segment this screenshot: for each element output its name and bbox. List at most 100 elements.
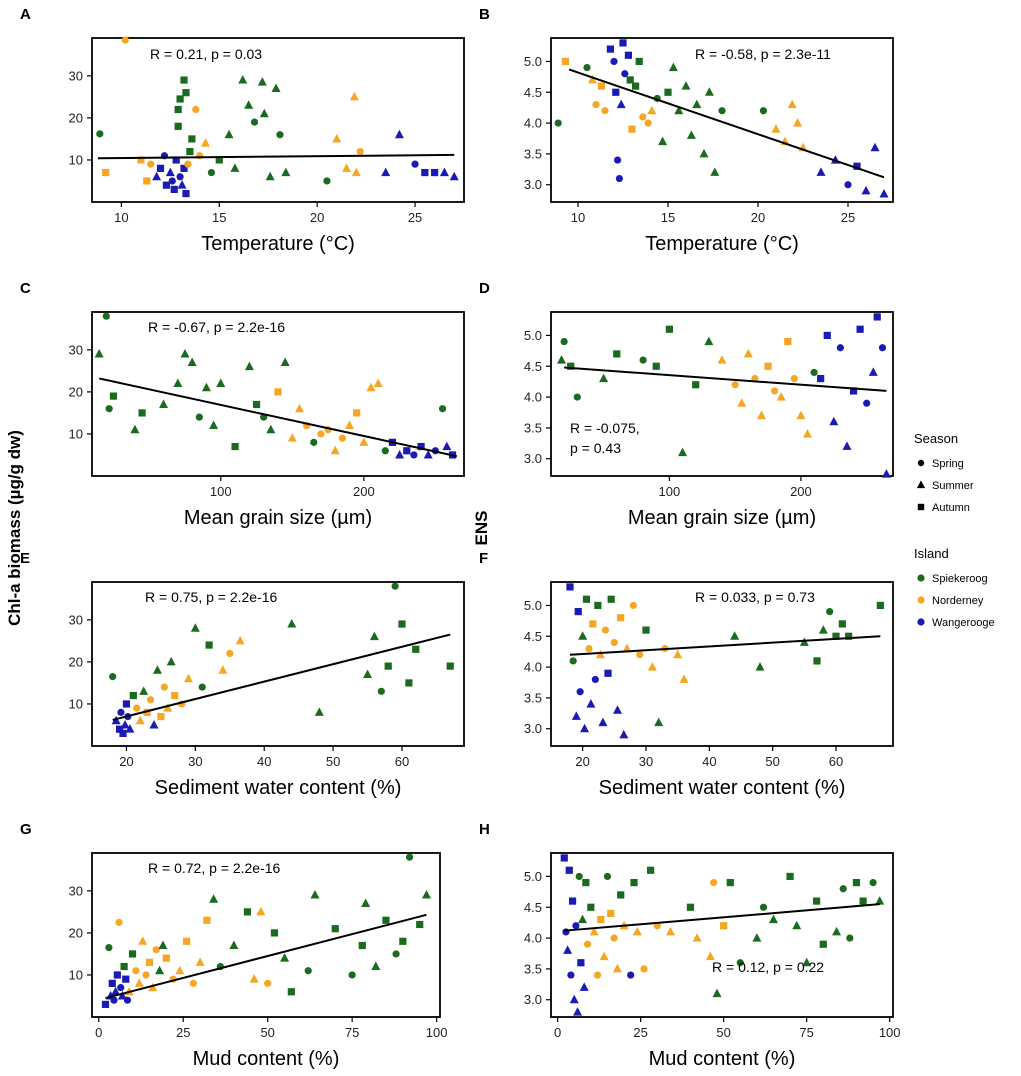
data-point <box>398 620 406 628</box>
data-point <box>215 156 223 164</box>
data-point <box>271 83 281 92</box>
data-point <box>603 872 612 881</box>
data-point <box>756 410 766 420</box>
data-point <box>786 872 794 881</box>
legend-season-label: Autumn <box>932 502 970 514</box>
data-point <box>287 433 297 442</box>
data-point <box>597 82 605 90</box>
legend-island-label: Spiekeroog <box>932 573 988 585</box>
regression-line <box>564 903 880 932</box>
legend-island-marker <box>917 618 925 626</box>
data-point <box>582 878 590 887</box>
data-point <box>94 349 104 358</box>
data-point <box>230 163 240 172</box>
data-point <box>176 173 184 181</box>
data-point <box>264 979 272 987</box>
data-point <box>665 325 673 333</box>
x-tick-label: 30 <box>188 754 202 769</box>
data-point <box>186 147 194 156</box>
x-axis-title: Sediment water content (%) <box>155 777 402 799</box>
data-point <box>632 82 640 90</box>
data-point <box>652 362 660 370</box>
y-tick-label: 30 <box>69 612 83 627</box>
data-point <box>654 717 664 727</box>
data-point <box>787 99 797 109</box>
y-tick-label: 5.0 <box>524 869 542 884</box>
panel-b: B 10 15 20 25 3.0 3.5 4.0 4.5 5.0 Temperature (°C)… <box>479 6 894 255</box>
data-point <box>686 130 696 139</box>
data-point <box>160 683 168 691</box>
data-point <box>168 177 176 185</box>
data-point <box>152 171 162 181</box>
data-point <box>796 410 806 420</box>
data-point <box>610 934 618 942</box>
data-point <box>626 76 634 84</box>
x-tick-label: 50 <box>716 1025 730 1040</box>
x-tick-label: 100 <box>879 1025 901 1040</box>
data-point <box>314 707 324 716</box>
data-point <box>105 405 113 413</box>
panel-letter: H <box>479 821 490 838</box>
data-point <box>686 903 695 911</box>
data-point <box>792 920 802 930</box>
y-tick-label: 30 <box>69 68 83 83</box>
data-point <box>381 167 391 177</box>
x-tick-label: 20 <box>751 210 765 225</box>
x-tick-label: 25 <box>841 210 855 225</box>
data-point <box>849 387 858 395</box>
plot-frame <box>91 37 465 203</box>
data-point <box>147 160 155 168</box>
stat-label: R = 0.12, p = 0.22 <box>712 959 824 975</box>
data-point <box>606 45 614 53</box>
data-point <box>704 336 714 346</box>
data-point <box>405 679 413 687</box>
data-point <box>818 625 828 634</box>
data-point <box>149 719 159 729</box>
data-point <box>142 971 150 979</box>
data-point <box>574 607 582 616</box>
data-point <box>731 381 739 389</box>
panel-letter: F <box>479 550 488 567</box>
legend-season-title: Season <box>914 431 958 446</box>
plot-frame <box>91 852 441 1018</box>
data-point <box>203 916 211 924</box>
data-point <box>829 416 839 426</box>
x-tick-label: 40 <box>257 754 271 769</box>
x-tick-label: 40 <box>702 754 716 769</box>
data-point <box>647 662 657 671</box>
data-point <box>423 449 433 459</box>
data-point <box>101 1000 110 1008</box>
data-point <box>121 36 129 44</box>
data-point <box>846 934 854 942</box>
y-tick-label: 3.5 <box>524 961 542 976</box>
data-point <box>351 167 361 177</box>
y-tick-label: 20 <box>69 110 83 125</box>
y-tick-label: 30 <box>69 342 83 357</box>
data-point <box>109 392 118 400</box>
data-point <box>569 994 579 1004</box>
data-point <box>361 898 371 907</box>
data-point <box>610 57 618 66</box>
x-tick-label: 30 <box>639 754 653 769</box>
y-tick-label: 4.5 <box>524 900 542 915</box>
data-point <box>122 975 130 983</box>
data-point <box>252 400 261 409</box>
data-point <box>868 367 878 376</box>
data-point <box>265 171 275 181</box>
data-point <box>146 696 155 704</box>
data-point <box>599 951 609 961</box>
y-tick-label: 3.5 <box>524 146 542 161</box>
data-point <box>678 447 688 457</box>
data-point <box>613 350 621 358</box>
legend-season-marker <box>916 480 926 489</box>
data-point <box>274 388 282 396</box>
data-point <box>592 100 600 109</box>
data-point <box>243 908 252 916</box>
x-tick-label: 20 <box>575 754 589 769</box>
data-point <box>617 891 625 899</box>
data-point <box>369 631 379 641</box>
data-point <box>704 87 714 96</box>
data-point <box>573 1007 583 1016</box>
data-point <box>560 337 568 346</box>
data-point <box>612 963 622 973</box>
